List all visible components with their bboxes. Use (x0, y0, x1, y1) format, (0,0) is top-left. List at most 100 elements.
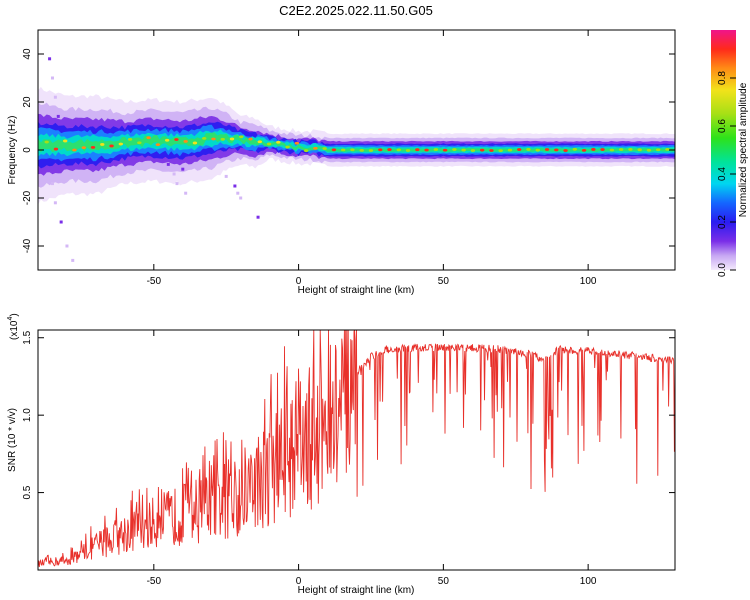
colorbar-scale (711, 30, 736, 270)
spectrogram-peak (424, 148, 429, 152)
spectrogram-peak (479, 148, 485, 152)
snr-xtick-label: 50 (438, 576, 450, 587)
spectrogram-peak (90, 145, 96, 149)
colorbar-ticks: 0.0 0.2 0.4 0.6 0.8 (717, 71, 736, 277)
spectrogram-peak (600, 148, 605, 151)
snr-xtick-label: -50 (147, 576, 162, 587)
spectrogram-peak (572, 147, 578, 151)
spectrogram-peak (331, 148, 337, 152)
snr-scale-exp: 4 (7, 317, 14, 321)
spectrogram-ytick-label: 40 (22, 48, 33, 60)
spectrogram-peak (452, 148, 457, 151)
snr-scale-label: (x104) (7, 313, 20, 340)
colorbar-tick-label: 0.2 (717, 215, 728, 229)
spectrogram-peak (211, 137, 216, 141)
spectrogram-point (184, 191, 188, 195)
spectrogram-peak (340, 148, 346, 152)
spectrogram-ylabel: Frequency (Hz) (7, 116, 18, 185)
spectrogram-point (71, 258, 75, 262)
spectrogram-heatmap (38, 57, 675, 262)
spectrogram-point (236, 191, 240, 195)
colorbar-tick-label: 0.8 (717, 71, 728, 85)
spectrogram-peak (591, 148, 596, 151)
spectrogram-peak (489, 149, 494, 152)
spectrogram-panel: -50 0 50 100 -40 -20 0 20 40 Height of straight … (7, 29, 676, 296)
spectrogram-peak (470, 149, 476, 152)
snr-axes: -50 0 50 100 0.5 1.0 1.5 (22, 330, 675, 587)
spectrogram-peak (433, 148, 439, 151)
spectrogram-point (175, 182, 179, 186)
spectrogram-peak (535, 148, 540, 152)
spectrogram-point (50, 76, 54, 80)
spectrogram-peak (359, 148, 364, 152)
spectrogram-peak (609, 148, 615, 152)
svg-text:(x104): (x104) (7, 313, 20, 340)
spectrogram-peak (127, 138, 133, 141)
snr-ylabel: SNR (10 * v/v) (7, 408, 18, 472)
spectrogram-peak (526, 148, 531, 151)
colorbar-label: Normalized spectral amplitude (738, 82, 749, 217)
spectrogram-point (233, 184, 237, 188)
snr-series-line (38, 330, 675, 567)
colorbar: 0.0 0.2 0.4 0.6 0.8 Normalized spectral ampl… (711, 30, 749, 277)
spectrogram-peak (368, 149, 374, 152)
snr-ytick-label: 1.5 (22, 330, 33, 344)
spectrogram-peak (44, 140, 49, 144)
spectrogram-peak (350, 148, 355, 152)
spectrogram-point (48, 57, 52, 61)
spectrogram-peak (461, 148, 466, 152)
spectrogram-peak (72, 148, 77, 152)
spectrogram-point (172, 172, 176, 176)
spectrogram-point (256, 215, 260, 219)
spectrogram-point (166, 162, 170, 166)
snr-panel: -50 0 50 100 0.5 1.0 1.5 Height of straight li… (7, 313, 676, 596)
spectrogram-peak (174, 138, 179, 141)
spectrogram-xtick-label: -50 (147, 276, 162, 287)
spectrogram-peak (646, 148, 652, 152)
spectrogram-xtick-label: 0 (296, 276, 302, 287)
spectrogram-axes: -50 0 50 100 -40 -20 0 20 40 (22, 30, 675, 287)
spectrogram-point (65, 244, 69, 248)
spectrogram-peak (239, 135, 244, 139)
spectrogram-peak (118, 142, 124, 146)
spectrogram-peak (387, 148, 392, 151)
spectrogram-point (239, 196, 243, 200)
spectrogram-peak (378, 148, 383, 152)
snr-ytick-label: 0.5 (22, 485, 33, 499)
spectrogram-peak (285, 145, 290, 149)
spectrogram-peak (618, 148, 624, 151)
spectrogram-peak (257, 140, 262, 144)
spectrogram-peak (201, 136, 207, 140)
colorbar-tick-label: 0.4 (717, 167, 728, 181)
snr-xtick-label: 100 (580, 576, 597, 587)
spectrogram-point (53, 201, 57, 205)
spectrogram-peak (63, 139, 68, 143)
spectrogram-point (53, 95, 57, 99)
snr-xtick-label: 0 (296, 576, 302, 587)
spectrogram-peak (507, 148, 513, 152)
spectrogram-peak (229, 137, 235, 141)
spectrogram-peak (665, 147, 670, 151)
spectrogram-point (50, 182, 54, 186)
spectrogram-point (224, 174, 228, 178)
spectrogram-band (38, 132, 675, 153)
spectrogram-peak (294, 141, 300, 145)
spectrogram-peak (656, 148, 661, 152)
spectrogram-peak (581, 149, 587, 152)
snr-frame (37, 329, 676, 571)
snr-ytick-label: 1.0 (22, 408, 33, 422)
spectrogram-ytick-label: 20 (22, 96, 33, 108)
spectrogram-peak (109, 144, 114, 148)
spectrogram-peak (81, 146, 86, 150)
spectrogram-peak (498, 149, 503, 153)
spectrogram-peak (544, 148, 550, 151)
spectrogram-peak (303, 149, 309, 153)
spectrogram-peak (396, 148, 401, 152)
spectrogram-peak (146, 136, 151, 140)
snr-xlabel: Height of straight line (km) (298, 585, 415, 596)
figure-title: C2E2.2025.022.11.50.G05 (279, 3, 433, 18)
spectrogram-peak (313, 146, 318, 150)
spectrogram-peak (164, 138, 170, 142)
spectrogram-peak (554, 148, 559, 152)
spectrogram-peak (628, 148, 633, 151)
